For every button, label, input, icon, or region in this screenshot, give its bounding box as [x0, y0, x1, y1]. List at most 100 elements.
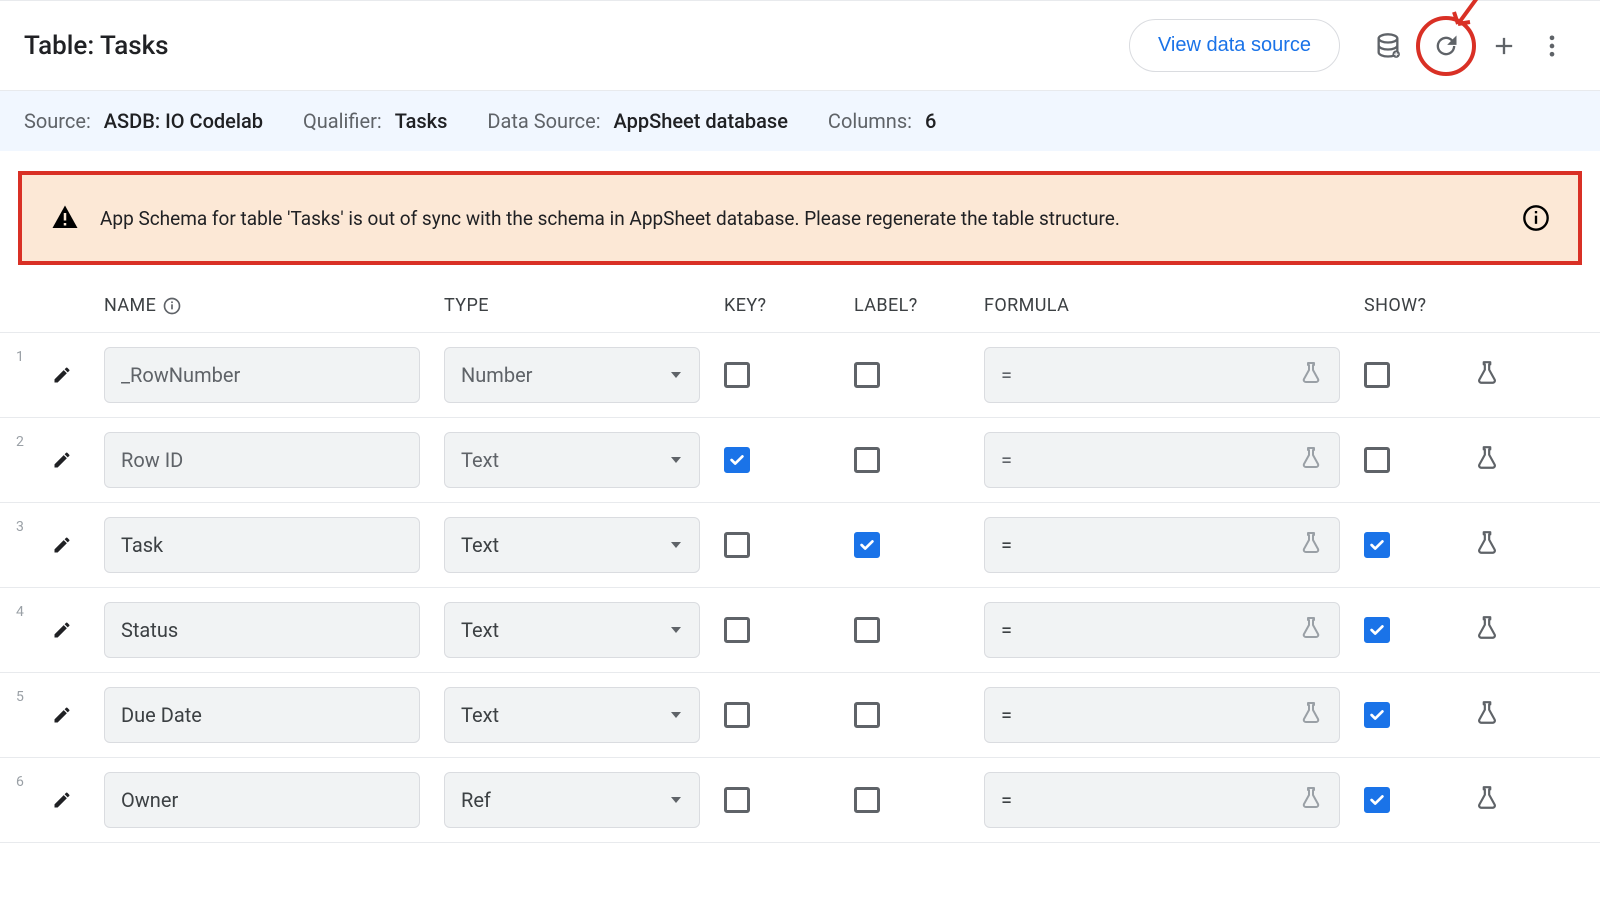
view-data-source-button[interactable]: View data source — [1129, 19, 1340, 72]
formula-value: = — [1001, 363, 1012, 387]
key-checkbox[interactable] — [724, 362, 854, 388]
show-if-expression-button[interactable] — [1474, 530, 1564, 560]
meta-source: Source: ASDB: IO Codelab — [24, 109, 263, 133]
flask-icon — [1474, 785, 1500, 811]
pencil-icon — [52, 620, 72, 640]
formula-input[interactable]: = — [984, 602, 1340, 658]
chevron-down-icon — [669, 788, 683, 812]
label-checkbox[interactable] — [854, 532, 984, 558]
flask-icon — [1474, 615, 1500, 641]
flask-icon — [1299, 446, 1323, 475]
show-if-expression-button[interactable] — [1474, 615, 1564, 645]
regenerate-button[interactable] — [1422, 22, 1470, 70]
row-number: 2 — [16, 432, 44, 450]
show-checkbox[interactable] — [1364, 532, 1390, 558]
key-checkbox[interactable] — [724, 787, 854, 813]
plus-icon — [1490, 32, 1518, 60]
flask-icon — [1299, 531, 1323, 560]
column-name-input[interactable]: Due Date — [104, 687, 420, 743]
column-type-select[interactable]: Text — [444, 517, 700, 573]
edit-column-button[interactable] — [44, 357, 80, 393]
show-checkbox[interactable] — [1364, 787, 1390, 813]
flask-icon — [1299, 361, 1323, 390]
show-if-expression-button[interactable] — [1474, 700, 1564, 730]
row-number: 4 — [16, 602, 44, 620]
column-row: 3 Task Text = — [0, 503, 1600, 588]
chevron-down-icon — [669, 618, 683, 642]
show-checkbox[interactable] — [1364, 447, 1390, 473]
column-name-input[interactable]: Owner — [104, 772, 420, 828]
formula-input[interactable]: = — [984, 347, 1340, 403]
formula-input[interactable]: = — [984, 517, 1340, 573]
table-header: Table: Tasks View data source — [0, 0, 1600, 91]
label-checkbox[interactable] — [854, 447, 984, 473]
column-name-input[interactable]: _RowNumber — [104, 347, 420, 403]
show-if-expression-button[interactable] — [1474, 785, 1564, 815]
refresh-icon — [1432, 32, 1460, 60]
key-checkbox[interactable] — [724, 532, 854, 558]
edit-column-button[interactable] — [44, 442, 80, 478]
label-checkbox[interactable] — [854, 362, 984, 388]
type-value: Text — [461, 533, 499, 557]
col-type: TYPE — [444, 295, 724, 316]
row-number: 5 — [16, 687, 44, 705]
formula-input[interactable]: = — [984, 687, 1340, 743]
column-type-select[interactable]: Text — [444, 602, 700, 658]
flask-icon — [1474, 700, 1500, 726]
edit-column-button[interactable] — [44, 697, 80, 733]
col-key: KEY? — [724, 295, 854, 316]
add-button[interactable] — [1480, 22, 1528, 70]
flask-icon — [1474, 360, 1500, 386]
more-menu-button[interactable] — [1528, 22, 1576, 70]
key-checkbox[interactable] — [724, 617, 854, 643]
edit-column-button[interactable] — [44, 782, 80, 818]
column-name-input[interactable]: Row ID — [104, 432, 420, 488]
column-row: 4 Status Text = — [0, 588, 1600, 673]
column-name-input[interactable]: Task — [104, 517, 420, 573]
col-name: NAME — [104, 295, 444, 316]
formula-value: = — [1001, 448, 1012, 472]
show-if-expression-button[interactable] — [1474, 360, 1564, 390]
show-checkbox[interactable] — [1364, 702, 1390, 728]
pencil-icon — [52, 790, 72, 810]
show-checkbox[interactable] — [1364, 362, 1390, 388]
meta-columns: Columns: 6 — [828, 109, 936, 133]
column-type-select[interactable]: Text — [444, 432, 700, 488]
pencil-icon — [52, 365, 72, 385]
flask-icon — [1474, 445, 1500, 471]
row-number: 6 — [16, 772, 44, 790]
formula-input[interactable]: = — [984, 772, 1340, 828]
edit-column-button[interactable] — [44, 612, 80, 648]
formula-value: = — [1001, 788, 1012, 812]
row-number: 1 — [16, 347, 44, 365]
column-name-input[interactable]: Status — [104, 602, 420, 658]
label-checkbox[interactable] — [854, 787, 984, 813]
key-checkbox[interactable] — [724, 447, 854, 473]
more-vert-icon — [1538, 32, 1566, 60]
edit-column-button[interactable] — [44, 527, 80, 563]
pencil-icon — [52, 450, 72, 470]
type-value: Text — [461, 448, 499, 472]
flask-icon — [1299, 616, 1323, 645]
warning-info-button[interactable] — [1522, 204, 1550, 232]
column-type-select[interactable]: Number — [444, 347, 700, 403]
chevron-down-icon — [669, 448, 683, 472]
show-checkbox[interactable] — [1364, 617, 1390, 643]
flask-icon — [1299, 701, 1323, 730]
meta-qualifier: Qualifier: Tasks — [303, 109, 447, 133]
table-title: Table: Tasks — [24, 31, 169, 61]
column-type-select[interactable]: Ref — [444, 772, 700, 828]
show-if-expression-button[interactable] — [1474, 445, 1564, 475]
schema-warning-banner: App Schema for table 'Tasks' is out of s… — [18, 171, 1582, 265]
column-row: 5 Due Date Text = — [0, 673, 1600, 758]
formula-input[interactable]: = — [984, 432, 1340, 488]
label-checkbox[interactable] — [854, 702, 984, 728]
pencil-icon — [52, 535, 72, 555]
key-checkbox[interactable] — [724, 702, 854, 728]
meta-datasource: Data Source: AppSheet database — [487, 109, 788, 133]
column-row: 6 Owner Ref = — [0, 758, 1600, 843]
pencil-icon — [52, 705, 72, 725]
column-type-select[interactable]: Text — [444, 687, 700, 743]
label-checkbox[interactable] — [854, 617, 984, 643]
data-source-settings-button[interactable] — [1364, 22, 1412, 70]
